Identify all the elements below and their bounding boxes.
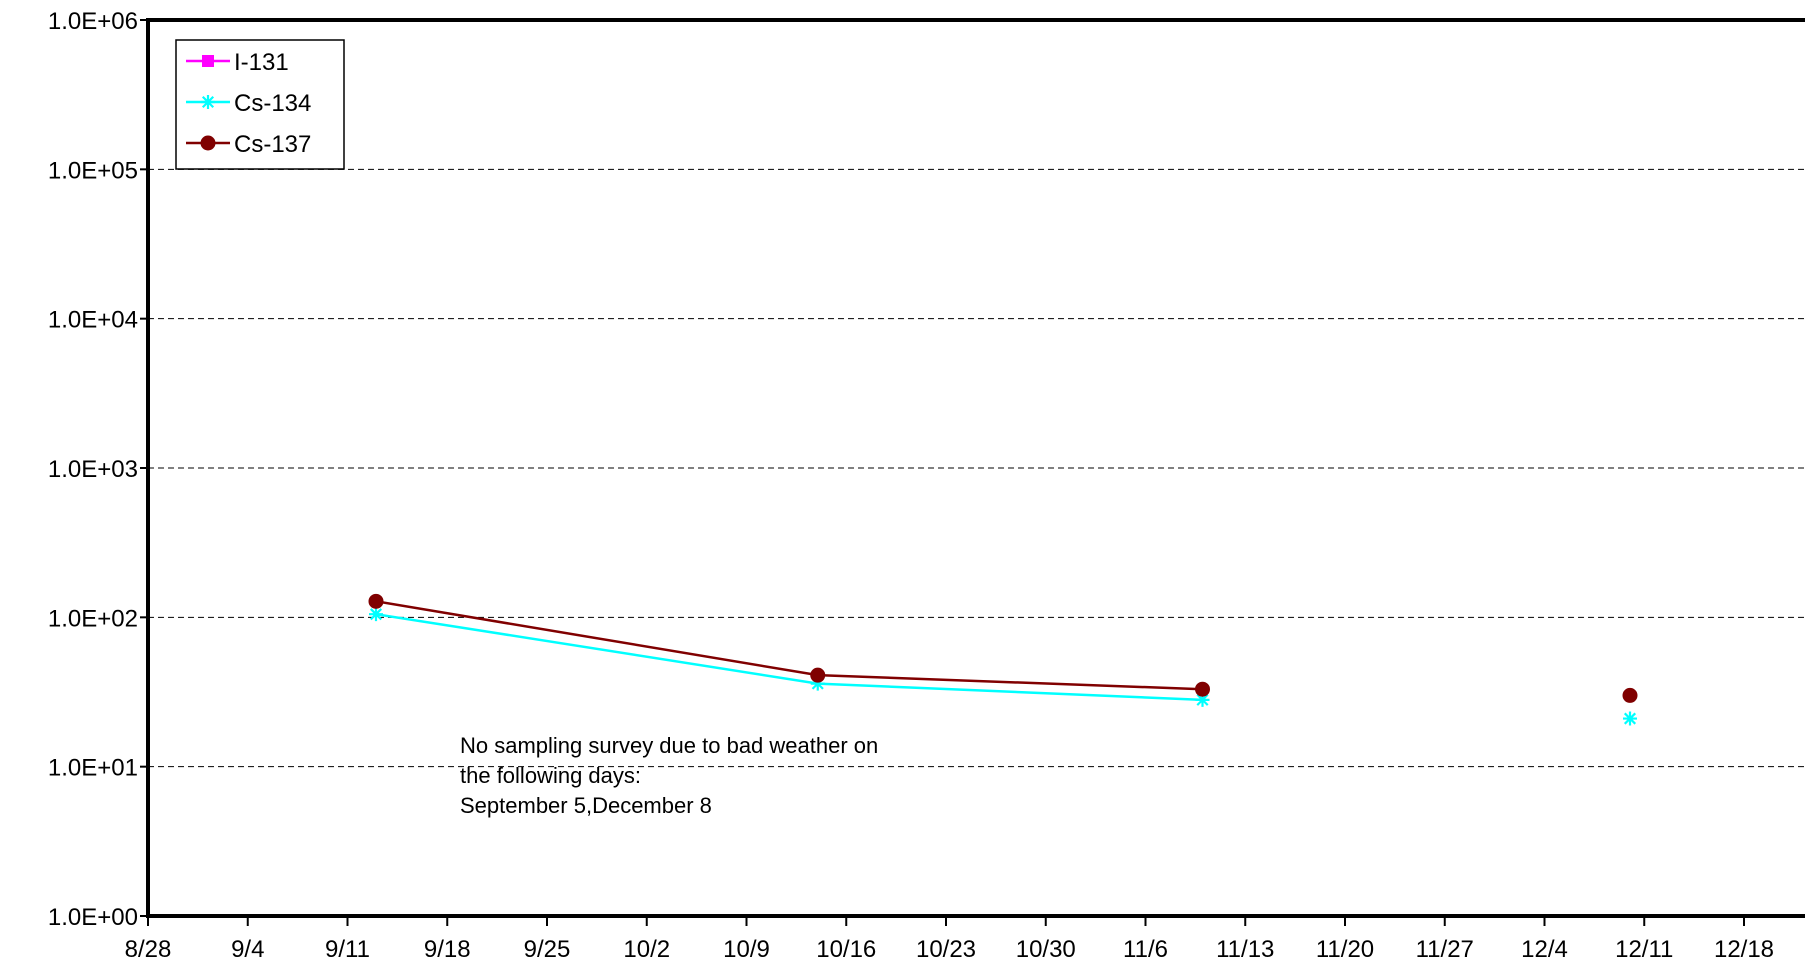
x-tick-label: 11/27: [1416, 936, 1474, 963]
x-tick-label: 10/2: [623, 936, 670, 963]
x-tick-label: 9/4: [231, 936, 264, 963]
legend-item: Cs-137: [186, 131, 311, 158]
x-tick-label: 10/30: [1016, 936, 1076, 963]
grid: [148, 19, 1805, 768]
y-axis: 1.0E+00 1.0E+01 1.0E+02 1.0E+03 1.0E+04 1.0E+…: [48, 8, 148, 931]
data-point: [368, 593, 384, 609]
series-cs-134: [369, 607, 1637, 726]
annotation-line-2: the following days:: [460, 763, 641, 788]
legend: I-131 Cs-134 Cs-137: [175, 39, 345, 170]
data-point: [1195, 681, 1210, 697]
annotation: No sampling survey due to bad weather on…: [460, 733, 878, 818]
y-tick-label: 1.0E+06: [48, 8, 138, 35]
legend-label: I-131: [234, 49, 289, 76]
y-tick-label: 1.0E+02: [48, 605, 138, 632]
series-cs-137: [368, 593, 1638, 703]
x-tick-label: 9/18: [424, 936, 471, 963]
data-point: [201, 95, 215, 109]
data-point: [810, 676, 825, 691]
x-tick-label: 8/28: [125, 936, 172, 963]
y-tick-label: 1.0E+05: [48, 157, 138, 184]
annotation-line-3: September 5,December 8: [460, 793, 712, 818]
y-tick-label: 1.0E+00: [48, 904, 138, 931]
annotation-line-1: No sampling survey due to bad weather on: [460, 733, 878, 758]
x-tick-label: 12/4: [1521, 936, 1568, 963]
data-point: [202, 55, 214, 67]
x-tick-label: 10/16: [816, 936, 876, 963]
data-point: [1195, 692, 1210, 707]
data-point: [810, 667, 826, 683]
y-tick-label: 1.0E+03: [48, 456, 138, 483]
legend-item: Cs-134: [186, 90, 311, 117]
series-line-cs-134: [375, 612, 1203, 702]
x-tick-label: 11/6: [1123, 936, 1168, 963]
x-tick-label: 11/13: [1216, 936, 1274, 963]
data-point: [200, 135, 216, 151]
x-tick-label: 10/23: [916, 936, 976, 963]
data-point: [1623, 711, 1637, 726]
data-point: [369, 607, 383, 622]
legend-item: I-131: [186, 49, 289, 76]
legend-label: Cs-134: [234, 90, 311, 117]
x-tick-label: 12/18: [1714, 936, 1774, 963]
legend-label: Cs-137: [234, 131, 311, 158]
y-tick-label: 1.0E+01: [48, 755, 138, 782]
x-axis: 8/28 9/4 9/11 9/18 9/25 10/2 10/9 10/16 10/23 10/…: [125, 916, 1774, 963]
y-tick-label: 1.0E+04: [48, 307, 138, 334]
x-tick-label: 9/25: [524, 936, 571, 963]
x-tick-label: 10/9: [723, 936, 770, 963]
data-point: [1622, 687, 1638, 703]
x-tick-label: 9/11: [325, 936, 370, 963]
x-tick-label: 11/20: [1316, 936, 1374, 963]
plot-frame: [146, 18, 1805, 918]
series-layer: [368, 593, 1638, 726]
series-line-cs-137: [375, 600, 1203, 691]
x-tick-label: 12/11: [1615, 936, 1673, 963]
